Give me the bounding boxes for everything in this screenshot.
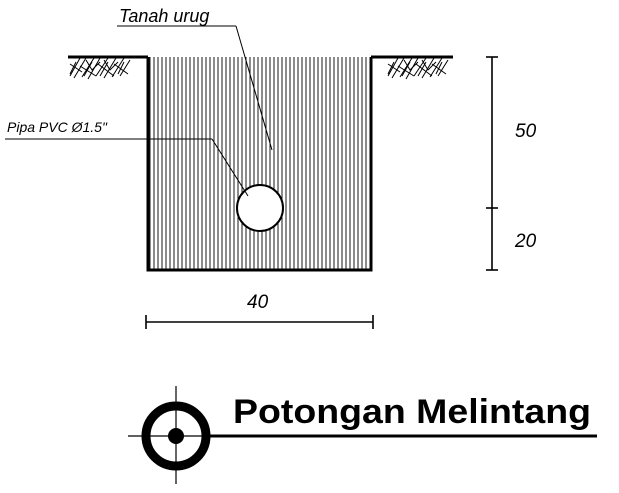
upper-depth-label: 50 (515, 121, 537, 142)
horizontal-dimension-line (145, 315, 374, 329)
pipe-leader (5, 138, 249, 197)
trench-outline (146, 57, 373, 272)
trench-backfill-hatch (148, 57, 371, 270)
backfill-label: Tanah urug (119, 6, 209, 26)
pipe-label: Pipa PVC Ø1.5" (7, 119, 108, 135)
soil-symbol-left (69, 57, 131, 80)
section-title: Potongan Melintang (233, 393, 591, 431)
section-target-icon (128, 386, 225, 484)
pvc-pipe (236, 184, 284, 232)
vertical-dimension-line (486, 56, 498, 271)
lower-depth-label: 20 (514, 231, 537, 252)
width-label: 40 (247, 292, 269, 313)
backfill-leader (117, 25, 273, 151)
soil-symbol-right (387, 57, 449, 80)
